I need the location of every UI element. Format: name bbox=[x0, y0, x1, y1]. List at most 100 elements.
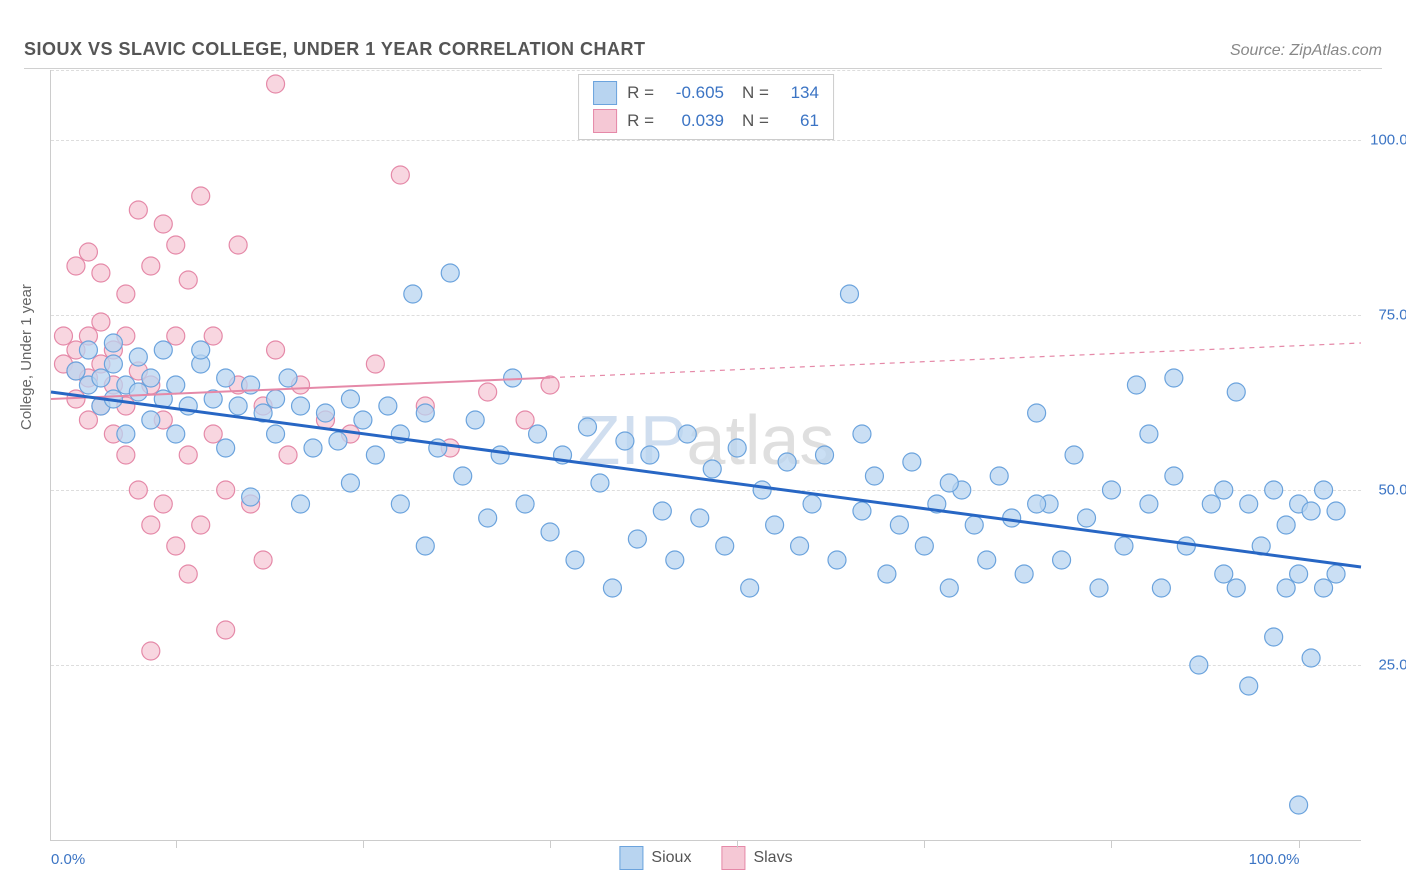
scatter-point bbox=[703, 460, 721, 478]
scatter-point bbox=[129, 348, 147, 366]
scatter-point bbox=[791, 537, 809, 555]
scatter-point bbox=[1290, 565, 1308, 583]
legend-row: R =0.039N =61 bbox=[593, 109, 819, 133]
y-axis-tick-label: 100.0% bbox=[1370, 132, 1406, 149]
scatter-point bbox=[192, 516, 210, 534]
scatter-point bbox=[254, 551, 272, 569]
source-prefix: Source: bbox=[1230, 42, 1290, 59]
scatter-point bbox=[1327, 565, 1345, 583]
scatter-point bbox=[1053, 551, 1071, 569]
scatter-point bbox=[167, 236, 185, 254]
y-axis-title: College, Under 1 year bbox=[18, 284, 35, 430]
chart-title: SIOUX VS SLAVIC COLLEGE, UNDER 1 YEAR CO… bbox=[24, 39, 646, 60]
scatter-point bbox=[67, 257, 85, 275]
scatter-point bbox=[217, 481, 235, 499]
legend-swatch bbox=[619, 846, 643, 870]
plot-area: ZIPatlas R =-0.605N =134R =0.039N =61 Si… bbox=[50, 70, 1361, 841]
scatter-point bbox=[1165, 369, 1183, 387]
source-name: ZipAtlas.com bbox=[1290, 42, 1382, 59]
scatter-point bbox=[491, 446, 509, 464]
series-legend-label: Slavs bbox=[753, 849, 792, 867]
scatter-point bbox=[229, 397, 247, 415]
scatter-point bbox=[1078, 509, 1096, 527]
scatter-point bbox=[641, 446, 659, 464]
scatter-point bbox=[466, 411, 484, 429]
scatter-point bbox=[179, 271, 197, 289]
scatter-point bbox=[416, 404, 434, 422]
scatter-point bbox=[92, 313, 110, 331]
scatter-point bbox=[1227, 383, 1245, 401]
scatter-point bbox=[267, 75, 285, 93]
scatter-point bbox=[1227, 579, 1245, 597]
scatter-point bbox=[292, 495, 310, 513]
scatter-point bbox=[1152, 579, 1170, 597]
scatter-point bbox=[391, 166, 409, 184]
scatter-point bbox=[753, 481, 771, 499]
scatter-point bbox=[1215, 565, 1233, 583]
legend-n-value: 61 bbox=[779, 111, 819, 131]
scatter-point bbox=[479, 509, 497, 527]
scatter-point bbox=[1327, 502, 1345, 520]
scatter-point bbox=[1028, 404, 1046, 422]
scatter-point bbox=[379, 397, 397, 415]
scatter-point bbox=[803, 495, 821, 513]
scatter-point bbox=[1065, 446, 1083, 464]
scatter-point bbox=[79, 341, 97, 359]
scatter-point bbox=[915, 537, 933, 555]
scatter-point bbox=[104, 334, 122, 352]
scatter-point bbox=[192, 187, 210, 205]
scatter-point bbox=[179, 565, 197, 583]
scatter-point bbox=[267, 341, 285, 359]
scatter-point bbox=[129, 201, 147, 219]
scatter-point bbox=[578, 418, 596, 436]
scatter-point bbox=[1277, 516, 1295, 534]
scatter-point bbox=[67, 362, 85, 380]
scatter-point bbox=[978, 551, 996, 569]
scatter-point bbox=[104, 355, 122, 373]
scatter-point bbox=[142, 642, 160, 660]
scatter-point bbox=[853, 425, 871, 443]
scatter-point bbox=[1202, 495, 1220, 513]
legend-swatch bbox=[593, 109, 617, 133]
scatter-point bbox=[142, 257, 160, 275]
series-legend-item: Sioux bbox=[619, 846, 691, 870]
scatter-point bbox=[279, 369, 297, 387]
scatter-point bbox=[591, 474, 609, 492]
scatter-point bbox=[828, 551, 846, 569]
scatter-point bbox=[741, 579, 759, 597]
scatter-point bbox=[1140, 495, 1158, 513]
y-axis-tick-label: 75.0% bbox=[1378, 307, 1406, 324]
scatter-point bbox=[129, 383, 147, 401]
scatter-point bbox=[691, 509, 709, 527]
scatter-point bbox=[1102, 481, 1120, 499]
x-axis-tick-label: 100.0% bbox=[1249, 851, 1300, 868]
source-attribution: Source: ZipAtlas.com bbox=[1230, 42, 1382, 60]
scatter-point bbox=[92, 369, 110, 387]
scatter-point bbox=[766, 516, 784, 534]
scatter-point bbox=[965, 516, 983, 534]
scatter-point bbox=[1115, 537, 1133, 555]
chart-container: SIOUX VS SLAVIC COLLEGE, UNDER 1 YEAR CO… bbox=[0, 0, 1406, 892]
legend-r-label: R = bbox=[627, 111, 654, 131]
scatter-point bbox=[117, 285, 135, 303]
scatter-point bbox=[391, 495, 409, 513]
scatter-point bbox=[341, 390, 359, 408]
scatter-point bbox=[1315, 579, 1333, 597]
trend-line bbox=[51, 392, 1361, 567]
scatter-point bbox=[79, 411, 97, 429]
scatter-point bbox=[229, 236, 247, 254]
legend-n-label: N = bbox=[742, 111, 769, 131]
scatter-point bbox=[204, 425, 222, 443]
scatter-point bbox=[154, 341, 172, 359]
scatter-point bbox=[167, 425, 185, 443]
x-tick bbox=[737, 840, 738, 848]
scatter-point bbox=[1140, 425, 1158, 443]
scatter-point bbox=[192, 341, 210, 359]
scatter-point bbox=[267, 425, 285, 443]
scatter-point bbox=[1190, 656, 1208, 674]
scatter-point bbox=[1265, 628, 1283, 646]
scatter-point bbox=[329, 432, 347, 450]
scatter-point bbox=[666, 551, 684, 569]
scatter-point bbox=[616, 432, 634, 450]
scatter-point bbox=[1127, 376, 1145, 394]
